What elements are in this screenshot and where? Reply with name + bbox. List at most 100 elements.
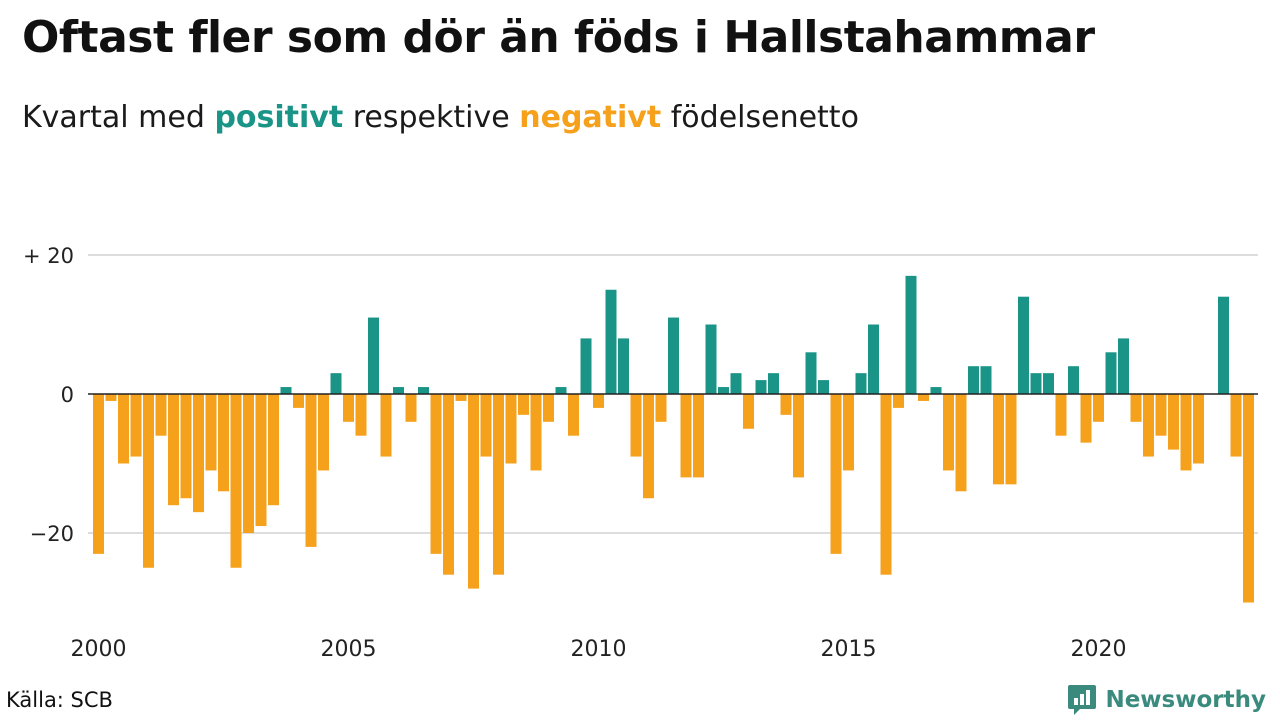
bar-positive: [368, 317, 379, 394]
bar-positive: [1030, 373, 1042, 394]
bar-negative: [943, 394, 954, 471]
bar-positive: [968, 366, 979, 394]
bar-negative: [493, 394, 504, 575]
x-tick-label: 2015: [821, 637, 877, 662]
bar-negative: [480, 394, 492, 457]
subtitle-middle: respektive: [352, 100, 510, 135]
bar-negative: [1055, 394, 1067, 436]
bar-negative: [568, 394, 579, 436]
bar-positive: [818, 380, 829, 394]
y-tick-label: −20: [30, 522, 74, 546]
y-tick-label: 0: [61, 383, 74, 407]
bar-positive: [555, 387, 567, 394]
chart-subtitle: Kvartal med positivt respektive negativt…: [22, 100, 859, 135]
bar-negative: [405, 394, 417, 422]
subtitle-negative-word: negativt: [519, 100, 662, 135]
bar-positive: [730, 373, 742, 394]
bar-negative: [530, 394, 542, 471]
bar-negative: [693, 394, 704, 478]
bar-negative: [118, 394, 129, 464]
bar-negative: [305, 394, 317, 547]
bar-positive: [855, 373, 867, 394]
bar-negative: [993, 394, 1004, 485]
bar-positive: [768, 373, 779, 394]
bar-chart: + 20 0 −20 2000 2005 2010 2015 2020: [23, 244, 1258, 662]
bar-negative: [793, 394, 804, 478]
bar-negative: [168, 394, 179, 506]
bar-negative: [1168, 394, 1179, 450]
bar-negative: [105, 394, 117, 401]
x-tick-label: 2020: [1071, 637, 1127, 662]
chart-title: Oftast fler som dör än föds i Hallstaham…: [22, 12, 1095, 63]
bar-negative: [1230, 394, 1242, 457]
bar-negative: [780, 394, 792, 415]
bar-negative: [218, 394, 229, 492]
bar-positive: [980, 366, 992, 394]
bar-negative: [430, 394, 442, 554]
bar-negative: [180, 394, 192, 499]
bar-negative: [130, 394, 142, 457]
bar-negative: [1155, 394, 1167, 436]
bar-negative: [843, 394, 854, 471]
x-tick-label: 2005: [321, 637, 377, 662]
bar-negative: [1093, 394, 1104, 422]
bar-negative: [243, 394, 254, 533]
brand: Newsworthy: [1067, 684, 1266, 716]
bar-negative: [255, 394, 267, 527]
bar-negative: [680, 394, 692, 478]
bar-positive: [393, 387, 404, 394]
bar-negative: [268, 394, 279, 506]
bar-negative: [593, 394, 604, 408]
bar-negative: [880, 394, 892, 575]
bar-negative: [443, 394, 454, 575]
bar-positive: [580, 338, 592, 394]
subtitle-suffix: födelsenetto: [670, 100, 859, 135]
bar-negative: [1143, 394, 1154, 457]
bar-negative: [1180, 394, 1192, 471]
bar-positive: [868, 324, 879, 394]
bar-negative: [205, 394, 217, 471]
bar-negative: [655, 394, 667, 422]
bar-negative: [380, 394, 392, 457]
bar-positive: [330, 373, 342, 394]
source-note: Källa: SCB: [6, 688, 113, 712]
bar-positive: [280, 387, 292, 394]
newsworthy-logo-icon: [1068, 685, 1097, 715]
bar-negative: [355, 394, 367, 436]
bar-positive: [905, 275, 917, 394]
bar-positive: [1105, 352, 1117, 394]
bar-negative: [1193, 394, 1204, 464]
bar-negative: [155, 394, 167, 436]
bar-positive: [705, 324, 717, 394]
bar-negative: [193, 394, 204, 513]
bar-positive: [755, 380, 767, 394]
subtitle-positive-word: positivt: [214, 100, 344, 135]
bar-negative: [468, 394, 479, 589]
bar-negative: [518, 394, 529, 415]
bar-positive: [1068, 366, 1079, 394]
bar-negative: [543, 394, 554, 422]
bar-negative: [1130, 394, 1142, 422]
x-tick-label: 2010: [571, 637, 627, 662]
bar-negative: [505, 394, 517, 464]
bar-negative: [955, 394, 967, 492]
bar-positive: [930, 387, 942, 394]
bar-negative: [1243, 394, 1254, 603]
bar-positive: [718, 387, 729, 394]
bar-positive: [1218, 296, 1229, 394]
bar-negative: [343, 394, 354, 422]
bar-negative: [293, 394, 304, 408]
bar-negative: [830, 394, 842, 554]
bar-negative: [455, 394, 467, 401]
bar-positive: [805, 352, 817, 394]
subtitle-prefix: Kvartal med: [22, 100, 205, 135]
bar-negative: [143, 394, 154, 568]
bar-negative: [918, 394, 929, 401]
bar-negative: [1005, 394, 1017, 485]
bar-positive: [618, 338, 629, 394]
bar-positive: [1018, 296, 1029, 394]
brand-name: Newsworthy: [1105, 687, 1266, 713]
bar-negative: [93, 394, 104, 554]
bar-negative: [893, 394, 904, 408]
bar-positive: [605, 289, 617, 394]
